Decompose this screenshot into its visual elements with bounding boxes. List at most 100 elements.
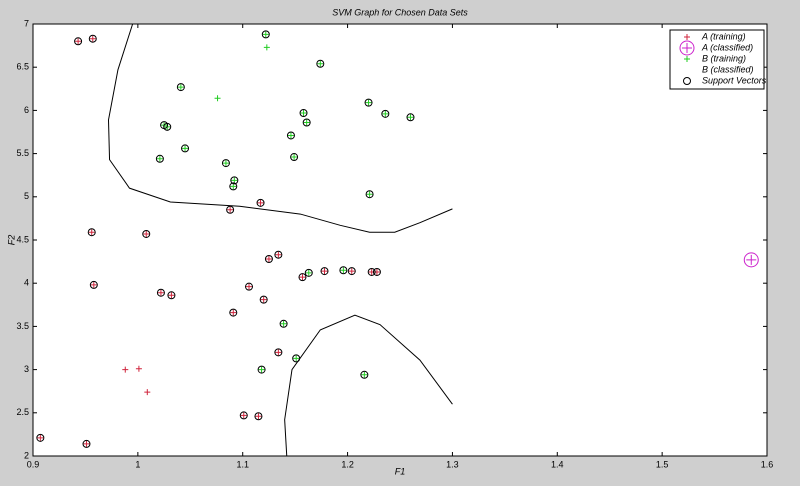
marker: [257, 365, 266, 374]
marker-ring: [257, 365, 266, 374]
marker-cross: [746, 254, 757, 265]
marker: [261, 30, 270, 39]
marker: [684, 56, 690, 62]
marker: [230, 309, 237, 316]
marker: [291, 154, 298, 161]
y-tick-label: 2.5: [16, 407, 29, 417]
marker: [348, 268, 355, 275]
marker: [303, 119, 310, 126]
marker: [157, 289, 164, 296]
marker: [88, 34, 97, 43]
legend-label: Support Vectors: [702, 75, 767, 85]
marker-ring: [74, 37, 83, 46]
marker: [679, 40, 695, 56]
marker: [230, 183, 237, 190]
marker-ring: [264, 255, 273, 264]
marker: [263, 44, 270, 51]
marker-cross: [682, 43, 692, 53]
marker: [142, 229, 151, 238]
x-tick-label: 0.9: [27, 459, 40, 469]
x-tick-label: 1.3: [446, 459, 459, 469]
marker: [155, 154, 164, 163]
marker: [347, 267, 356, 276]
marker-cross: [135, 365, 142, 372]
marker: [364, 98, 373, 107]
marker: [222, 160, 229, 167]
marker-ring: [221, 159, 230, 168]
marker-cross: [262, 31, 269, 38]
marker: [365, 190, 374, 199]
marker-ring: [88, 34, 97, 43]
marker-ring: [226, 205, 235, 214]
marker: [683, 77, 691, 85]
marker: [262, 31, 269, 38]
marker-cross: [684, 34, 690, 40]
marker: [143, 230, 150, 237]
marker-cross: [382, 110, 389, 117]
marker: [365, 99, 372, 106]
marker: [300, 109, 307, 116]
x-tick-label: 1: [135, 459, 140, 469]
marker-cross: [321, 268, 328, 275]
marker: [298, 273, 307, 282]
marker: [246, 283, 253, 290]
marker-ring: [256, 198, 265, 207]
marker-cross: [89, 35, 96, 42]
x-tick-label: 1.6: [761, 459, 774, 469]
marker-cross: [300, 109, 307, 116]
marker-cross: [230, 183, 237, 190]
marker-cross: [177, 84, 184, 91]
marker: [743, 252, 759, 268]
marker-ring: [274, 348, 283, 357]
marker: [176, 83, 185, 92]
marker-cross: [275, 251, 282, 258]
marker-cross: [214, 95, 221, 102]
marker-ring: [381, 109, 390, 118]
marker-ring: [406, 113, 415, 122]
chart-title: SVM Graph for Chosen Data Sets: [332, 7, 468, 17]
marker-ring: [82, 439, 91, 448]
marker: [229, 182, 238, 191]
marker-cross: [299, 274, 306, 281]
marker: [274, 250, 283, 259]
marker: [360, 370, 369, 379]
marker: [407, 114, 414, 121]
marker: [156, 155, 163, 162]
marker: [230, 176, 239, 185]
marker: [156, 288, 165, 297]
marker-cross: [291, 154, 298, 161]
marker: [168, 292, 175, 299]
marker-cross: [684, 56, 690, 62]
marker-ring: [286, 131, 295, 140]
marker-ring: [229, 308, 238, 317]
marker: [321, 268, 328, 275]
legend-label: A (training): [701, 31, 746, 41]
marker: [305, 269, 312, 276]
marker: [163, 122, 172, 131]
marker-cross: [240, 412, 247, 419]
marker: [90, 281, 97, 288]
marker-cross: [246, 283, 253, 290]
marker: [239, 411, 248, 420]
marker: [406, 113, 415, 122]
x-tick-label: 1.1: [236, 459, 249, 469]
marker: [144, 389, 151, 396]
marker: [340, 267, 347, 274]
marker: [382, 110, 389, 117]
marker-ring: [245, 282, 254, 291]
marker: [280, 320, 287, 327]
marker: [167, 291, 176, 300]
marker-ring: [89, 280, 98, 289]
marker: [122, 366, 129, 373]
marker: [181, 144, 190, 153]
marker-cross: [227, 206, 234, 213]
marker: [74, 37, 83, 46]
marker-ring: [155, 154, 164, 163]
marker: [257, 199, 264, 206]
marker-ring: [683, 77, 691, 85]
marker: [254, 412, 263, 421]
marker: [240, 412, 247, 419]
marker-ring: [304, 268, 313, 277]
x-tick-label: 1.5: [656, 459, 669, 469]
